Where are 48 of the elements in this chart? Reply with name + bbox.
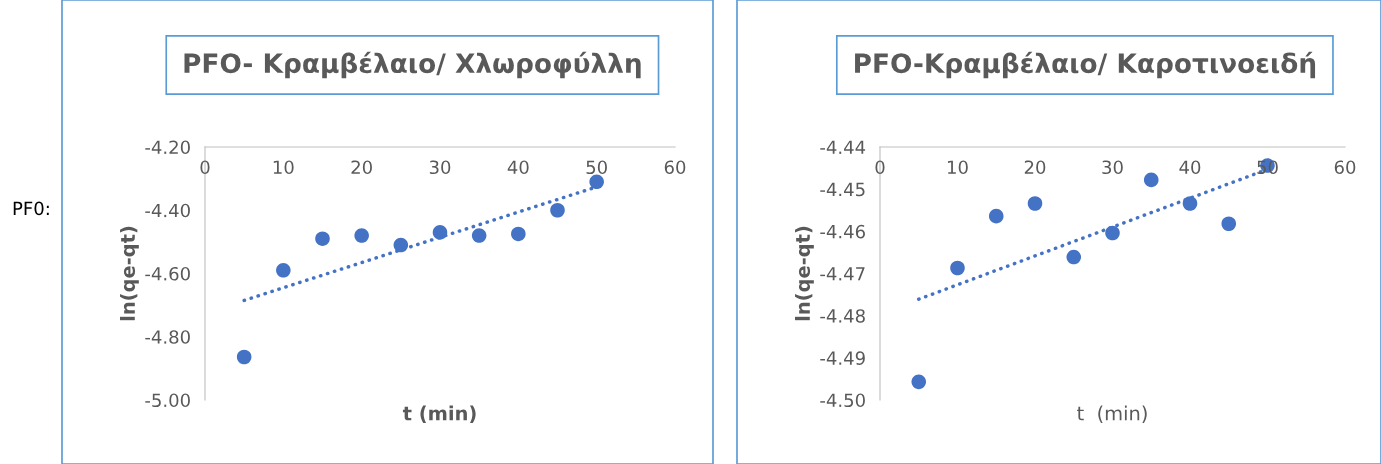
y-tick-label: -4.60 <box>145 266 190 281</box>
y-tick-label: -4.20 <box>145 140 190 155</box>
y-tick-label: -4.49 <box>820 351 865 365</box>
y-tick-label: -4.45 <box>820 182 865 197</box>
point <box>1105 225 1120 241</box>
x-tick-label: 0 <box>875 160 885 175</box>
point <box>988 208 1004 224</box>
text: PF0: <box>13 201 49 216</box>
x-axis-title: t (min) <box>1077 405 1147 423</box>
y-axis-title: ln(qe-qt) <box>795 226 814 321</box>
point <box>1221 216 1237 232</box>
point <box>276 263 291 278</box>
x-tick-label: 20 <box>1024 160 1046 175</box>
y-tick-label: -4.44 <box>820 140 866 154</box>
x-tick-label: 10 <box>948 160 968 175</box>
x-tick-label: 20 <box>351 160 372 175</box>
x-tick-label: 10 <box>273 160 294 175</box>
point <box>1143 172 1159 188</box>
point <box>354 228 369 243</box>
x-tick-label: 60 <box>1334 160 1356 175</box>
point <box>511 226 526 242</box>
point <box>1027 196 1043 211</box>
point <box>471 228 487 243</box>
chart-title: PFO-Κραμβέλαιο/ Καροτινοειδή <box>855 51 1316 79</box>
y-tick-label: -4.80 <box>145 330 190 344</box>
point <box>1066 249 1082 265</box>
point <box>236 349 252 365</box>
x-tick-label: 50 <box>586 160 607 175</box>
point <box>911 374 927 390</box>
x-tick-label: 0 <box>200 160 210 175</box>
y-tick-label: -4.50 <box>820 393 865 408</box>
x-tick-label: 40 <box>1179 160 1201 175</box>
y-tick-label: -4.40 <box>145 203 190 218</box>
point <box>589 174 604 190</box>
y-axis-title: ln(qe-qt) <box>120 226 139 321</box>
point <box>550 202 565 218</box>
y-tick-label: -4.48 <box>820 309 865 323</box>
x-tick-label: 40 <box>507 160 529 175</box>
point <box>950 260 965 276</box>
point <box>315 231 330 246</box>
chart-title: PFO- Κραμβέλαιο/ Χλωροφύλλη <box>184 51 641 79</box>
x-tick-label: 60 <box>664 160 686 175</box>
y-tick-label: -5.00 <box>145 393 190 408</box>
x-tick-label: 30 <box>429 160 451 175</box>
y-tick-label: -4.47 <box>820 267 865 281</box>
x-tick-label: 30 <box>1102 160 1123 175</box>
y-tick-label: -4.46 <box>820 224 865 239</box>
x-axis-title: t (min) <box>402 405 476 423</box>
